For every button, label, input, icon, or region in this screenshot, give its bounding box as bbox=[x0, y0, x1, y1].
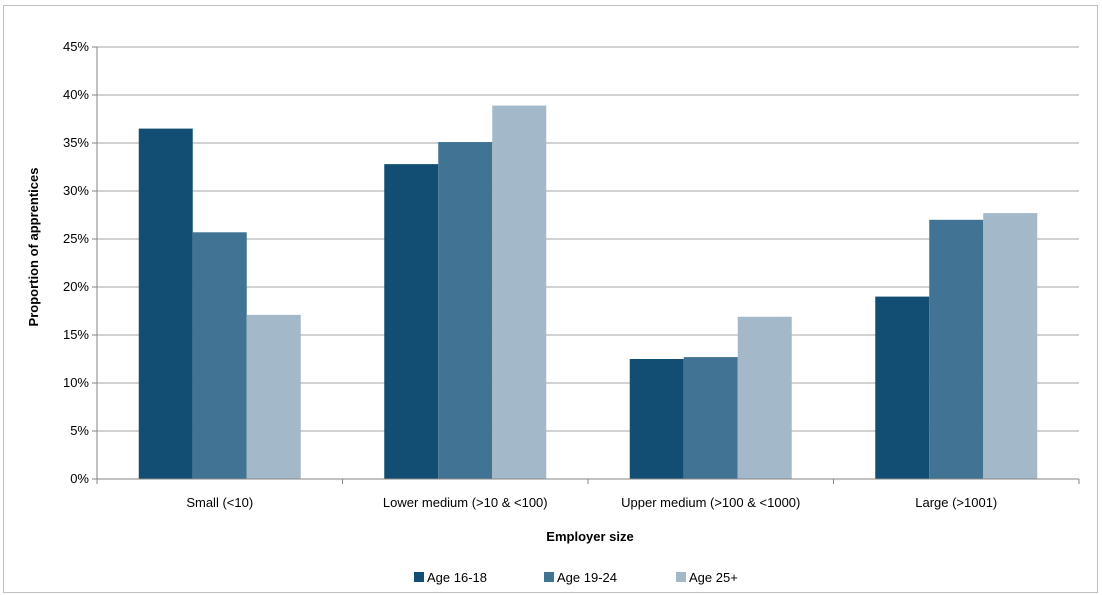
bar bbox=[492, 105, 547, 479]
bar bbox=[438, 142, 493, 480]
chart-frame: 0% 5% 10% 15% 20% 25% 30% 35% 40% 45% Small (<10)… bbox=[3, 5, 1098, 593]
y-tick-label: 20% bbox=[63, 279, 89, 294]
y-axis-ticks: 0% 5% 10% 15% 20% 25% 30% 35% 40% 45% bbox=[63, 39, 97, 486]
bars bbox=[138, 105, 1038, 480]
bar bbox=[629, 359, 684, 479]
legend-label: Age 25+ bbox=[689, 570, 738, 585]
bar bbox=[875, 296, 930, 479]
y-tick-label: 35% bbox=[63, 135, 89, 150]
legend-swatch bbox=[676, 572, 686, 582]
bar bbox=[138, 128, 193, 479]
x-axis-ticks: Small (<10) Lower medium (>10 & <100) Uppe… bbox=[96, 479, 1080, 510]
bar bbox=[983, 213, 1038, 479]
y-tick-label: 10% bbox=[63, 375, 89, 390]
y-tick-label: 25% bbox=[63, 231, 89, 246]
y-axis-title: Proportion of apprentices bbox=[26, 168, 41, 327]
x-tick-label: Large (>1001) bbox=[915, 495, 997, 510]
bar bbox=[246, 314, 301, 479]
legend: Age 16-18 Age 19-24 Age 25+ bbox=[414, 570, 738, 585]
legend-swatch bbox=[414, 572, 424, 582]
bar bbox=[683, 357, 738, 479]
x-tick-label: Upper medium (>100 & <1000) bbox=[621, 495, 800, 510]
y-tick-label: 45% bbox=[63, 39, 89, 54]
bar bbox=[384, 164, 439, 479]
bar bbox=[929, 219, 984, 480]
bar-chart: 0% 5% 10% 15% 20% 25% 30% 35% 40% 45% Small (<10)… bbox=[26, 39, 1080, 585]
bar bbox=[192, 232, 247, 479]
legend-label: Age 19-24 bbox=[557, 570, 617, 585]
y-tick-label: 0% bbox=[70, 471, 89, 486]
bar bbox=[737, 316, 792, 479]
y-tick-label: 5% bbox=[70, 423, 89, 438]
legend-swatch bbox=[544, 572, 554, 582]
y-tick-label: 30% bbox=[63, 183, 89, 198]
x-tick-label: Small (<10) bbox=[186, 495, 253, 510]
x-axis-title: Employer size bbox=[546, 529, 633, 544]
x-tick-label: Lower medium (>10 & <100) bbox=[383, 495, 548, 510]
y-tick-label: 40% bbox=[63, 87, 89, 102]
y-tick-label: 15% bbox=[63, 327, 89, 342]
legend-label: Age 16-18 bbox=[427, 570, 487, 585]
